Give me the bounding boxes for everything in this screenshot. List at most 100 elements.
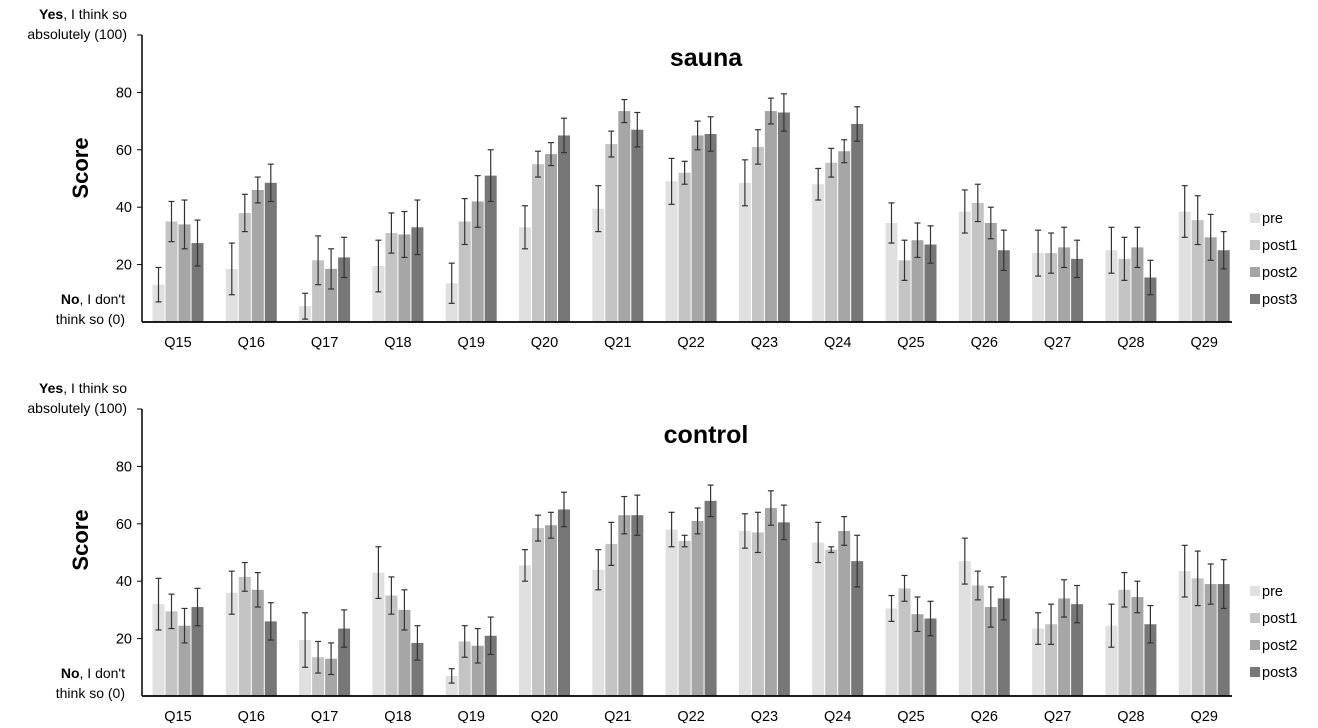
bar-pre-Q27 (1032, 628, 1045, 696)
bar-post1-Q26 (971, 202, 984, 322)
legend-swatch-post2 (1250, 640, 1260, 650)
bar-post1-Q29 (1191, 220, 1204, 322)
bar-post3-Q26 (997, 250, 1010, 322)
bar-post2-Q25 (911, 240, 924, 322)
legend-label-pre: pre (1262, 211, 1283, 227)
bar-post2-Q20 (545, 525, 557, 696)
bar-post1-Q18 (385, 595, 398, 696)
y-bottom-anchor-label: No, I don't (61, 665, 125, 681)
bar-post3-Q15 (191, 243, 204, 322)
legend-swatch-post2 (1250, 267, 1260, 277)
bar-post2-Q27 (1058, 598, 1071, 696)
bar-post1-Q17 (312, 657, 325, 696)
bar-post1-Q15 (165, 221, 178, 322)
x-tick-label: Q29 (1190, 709, 1217, 723)
y-bottom-anchor-rest: , I don't (80, 665, 126, 681)
bar-post1-Q28 (1118, 258, 1131, 322)
bar-pre-Q19 (445, 675, 458, 696)
bar-post2-Q17 (325, 268, 338, 322)
legend-label-post2: post2 (1262, 265, 1297, 281)
y-top-anchor-bold: Yes (39, 380, 63, 396)
bar-post3-Q29 (1217, 584, 1230, 696)
x-tick-label: Q18 (384, 709, 411, 723)
bar-post3-Q22 (704, 134, 717, 322)
bar-post3-Q28 (1144, 277, 1157, 322)
y-bottom-anchor-bold: No (61, 665, 80, 681)
x-tick-label: Q19 (457, 335, 484, 351)
bar-pre-Q22 (665, 181, 678, 322)
bar-post1-Q22 (678, 172, 691, 322)
bar-post2-Q19 (471, 645, 484, 696)
bar-post1-Q28 (1118, 589, 1131, 696)
y-tick-label: 80 (116, 459, 132, 475)
x-tick-label: Q21 (604, 709, 631, 723)
bar-pre-Q26 (958, 561, 971, 696)
legend-label-post3: post3 (1262, 665, 1297, 681)
x-tick-label: Q20 (531, 335, 558, 351)
y-top-anchor-rest: , I think so (63, 380, 127, 396)
bar-pre-Q16 (225, 592, 238, 696)
bar-post2-Q24 (838, 530, 851, 696)
bar-post1-Q23 (751, 146, 764, 322)
bar-post2-Q23 (764, 111, 777, 323)
bar-post3-Q28 (1144, 624, 1157, 696)
bar-pre-Q16 (225, 268, 238, 322)
y-tick-label: 40 (116, 574, 132, 590)
x-tick-label: Q19 (457, 709, 484, 723)
bar-post3-Q21 (631, 515, 644, 696)
y-top-anchor-line2: absolutely (100) (27, 26, 127, 42)
bar-post3-Q24 (851, 561, 864, 696)
bar-post1-Q24 (825, 162, 838, 322)
chart-panel-sauna: sauna Score Yes, I think so absolutely (100… (27, 6, 1297, 351)
legend-swatch-post3 (1250, 294, 1260, 304)
bar-pre-Q18 (372, 266, 385, 322)
bar-pre-Q25 (885, 608, 898, 696)
bar-pre-Q28 (1105, 250, 1118, 322)
x-tick-label: Q15 (164, 709, 191, 723)
bar-post3-Q17 (338, 628, 351, 696)
bar-post1-Q23 (751, 532, 764, 696)
bar-post2-Q29 (1204, 237, 1217, 322)
x-tick-label: Q23 (751, 335, 778, 351)
y-bottom-anchor-bold: No (61, 291, 80, 307)
x-tick-label: Q22 (677, 709, 704, 723)
y-bottom-anchor-line2: think so (0) (56, 311, 125, 327)
y-tick-label: 60 (116, 517, 132, 533)
y-top-anchor-rest: , I think so (63, 6, 127, 22)
bar-post1-Q16 (238, 212, 251, 322)
x-tick-label: Q28 (1117, 709, 1144, 723)
bar-post2-Q26 (984, 222, 997, 322)
y-tick-label: 20 (116, 258, 132, 274)
y-top-anchor-label: Yes, I think so (39, 6, 127, 22)
bar-pre-Q23 (738, 182, 751, 322)
legend-label-post2: post2 (1262, 638, 1297, 654)
x-tick-label: Q26 (971, 709, 998, 723)
x-tick-label: Q25 (897, 335, 924, 351)
x-tick-label: Q22 (677, 335, 704, 351)
bar-pre-Q22 (665, 529, 678, 696)
bar-pre-Q18 (372, 572, 385, 696)
x-tick-label: Q18 (384, 335, 411, 351)
bar-pre-Q24 (812, 542, 825, 696)
bar-post2-Q21 (618, 515, 631, 696)
bar-post3-Q21 (631, 129, 644, 322)
x-tick-label: Q16 (238, 335, 265, 351)
x-tick-label: Q26 (971, 335, 998, 351)
bar-pre-Q26 (958, 211, 971, 322)
bar-post1-Q16 (238, 576, 251, 696)
bar-post3-Q24 (851, 123, 864, 322)
bar-post2-Q21 (618, 111, 631, 323)
bar-pre-Q17 (299, 640, 312, 696)
legend-label-post3: post3 (1262, 292, 1297, 308)
bar-post1-Q24 (825, 549, 838, 696)
bar-post1-Q25 (898, 588, 911, 696)
bar-post3-Q16 (264, 182, 277, 322)
bar-post3-Q18 (411, 227, 424, 322)
bar-post2-Q16 (251, 589, 264, 696)
y-tick-label: 80 (116, 85, 132, 101)
bar-post2-Q29 (1204, 584, 1217, 696)
legend-swatch-pre (1250, 586, 1260, 596)
bar-post3-Q20 (558, 509, 570, 696)
x-tick-label: Q28 (1117, 335, 1144, 351)
bar-post3-Q18 (411, 642, 424, 696)
